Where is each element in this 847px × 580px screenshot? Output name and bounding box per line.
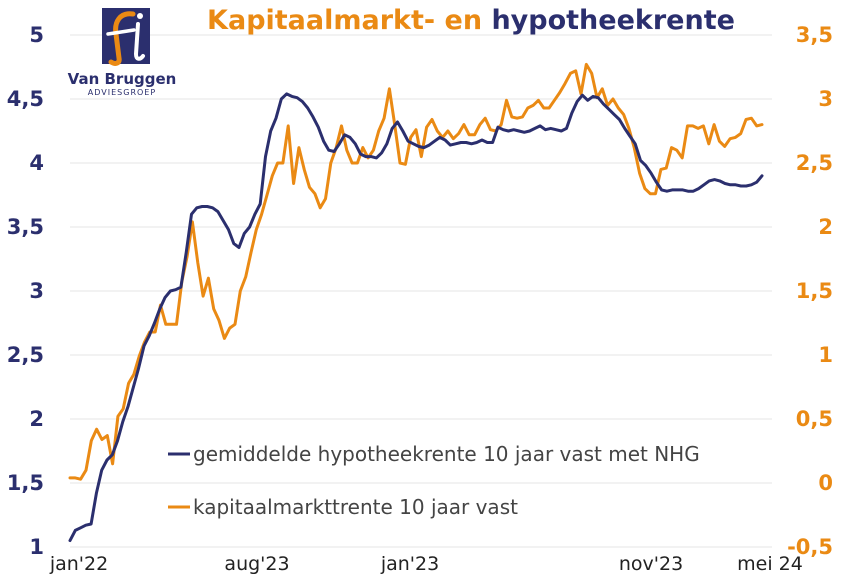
- x-tick-label: jan'23: [380, 553, 439, 575]
- right-tick-label: 3: [818, 87, 833, 111]
- logo-f-stroke: [108, 11, 136, 66]
- logo-i-stroke: [133, 22, 145, 61]
- right-tick-label: 1,5: [796, 279, 833, 303]
- logo-cross-stroke: [106, 28, 136, 36]
- right-tick-label: 1: [818, 343, 833, 367]
- right-tick-label: 2: [818, 215, 833, 239]
- logo-sub: ADVIESGROEP: [88, 88, 156, 97]
- right-tick-label: 2,5: [796, 151, 833, 175]
- right-axis-ticks: -0,5 0 0,5 1 1,5 2 2,5 3 3,5: [787, 23, 833, 559]
- left-tick-label: 5: [29, 23, 44, 47]
- logo-name: Van Bruggen: [68, 70, 177, 88]
- right-tick-label: 0: [818, 471, 833, 495]
- chart-title: Kapitaalmarkt- en hypotheekrente: [207, 5, 735, 36]
- title-part-blue: hypotheekrente: [491, 5, 734, 36]
- series-line-hypotheekrente: [68, 92, 764, 543]
- logo-dot: [137, 13, 143, 19]
- legend-label-kapitaalmarktrente: kapitaalmarkttrente 10 jaar vast: [193, 495, 518, 519]
- right-tick-label: 3,5: [796, 23, 833, 47]
- left-tick-label: 3: [29, 279, 44, 303]
- left-tick-label: 4,5: [7, 87, 44, 111]
- van-bruggen-logo: Van Bruggen ADVIESGROEP: [68, 8, 177, 97]
- left-tick-label: 2,5: [7, 343, 44, 367]
- x-tick-label: aug'23: [224, 553, 289, 575]
- series-line-kapitaalmarktrente: [68, 62, 764, 481]
- left-tick-label: 4: [29, 151, 44, 175]
- right-tick-label: -0,5: [787, 535, 833, 559]
- left-tick-label: 1,5: [7, 471, 44, 495]
- left-tick-label: 3,5: [7, 215, 44, 239]
- left-tick-label: 1: [29, 535, 44, 559]
- x-tick-label: mei 24: [737, 553, 803, 575]
- right-tick-label: 0,5: [796, 407, 833, 431]
- left-axis-ticks: 1 1,5 2 2,5 3 3,5 4 4,5 5: [7, 23, 44, 559]
- x-tick-label: jan'22: [49, 553, 108, 575]
- title-part-orange: Kapitaalmarkt- en: [207, 5, 491, 36]
- legend-label-hypotheekrente: gemiddelde hypotheekrente 10 jaar vast m…: [193, 442, 700, 466]
- x-axis-ticks: jan'22 aug'23 jan'23 nov'23 mei 24: [49, 553, 803, 575]
- legend: gemiddelde hypotheekrente 10 jaar vast m…: [168, 442, 700, 519]
- series-lines: [68, 62, 764, 543]
- x-tick-label: nov'23: [619, 553, 683, 575]
- gridlines: [70, 34, 772, 548]
- left-tick-label: 2: [29, 407, 44, 431]
